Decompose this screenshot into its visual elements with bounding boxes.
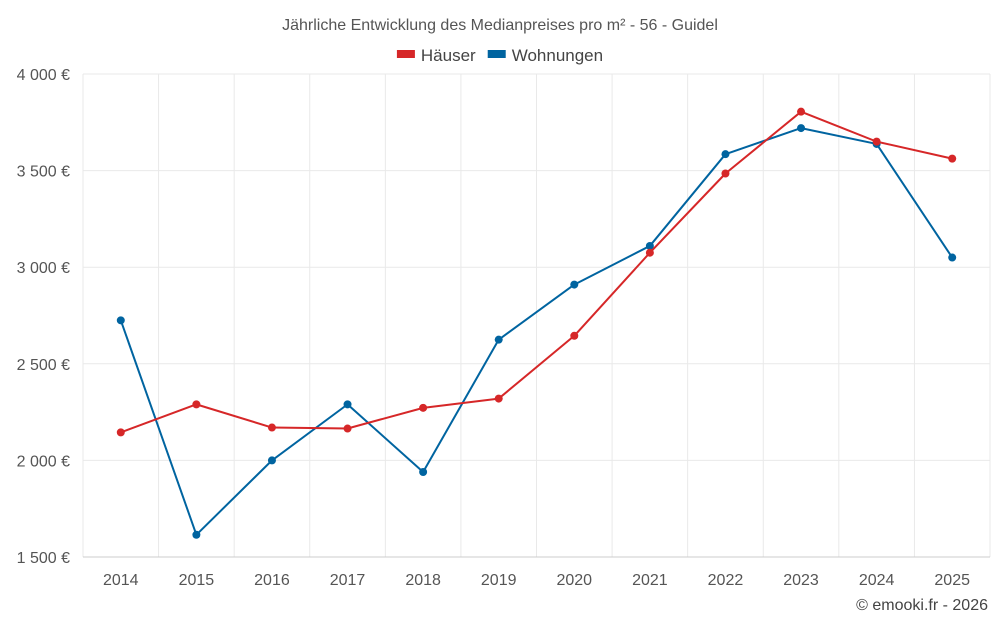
data-point[interactable] (797, 107, 806, 116)
legend-label: Wohnungen (512, 46, 603, 65)
data-point[interactable] (570, 331, 579, 340)
series-wohnungen (116, 124, 957, 539)
x-tick-label: 2023 (783, 572, 819, 589)
x-tick-label: 2024 (859, 572, 895, 589)
series-layer (116, 107, 957, 539)
y-tick-label: 3 000 € (17, 260, 70, 277)
data-point[interactable] (797, 124, 806, 133)
legend-swatch (487, 50, 506, 58)
series-häuser (116, 107, 957, 437)
data-point[interactable] (343, 400, 352, 409)
data-point[interactable] (721, 169, 730, 178)
data-point[interactable] (116, 428, 125, 437)
data-point[interactable] (192, 400, 201, 409)
chart-title: Jährliche Entwicklung des Medianpreises … (282, 17, 718, 34)
data-point[interactable] (570, 280, 579, 289)
data-point[interactable] (267, 423, 276, 432)
x-tick-label: 2014 (103, 572, 139, 589)
credit-text: © emooki.fr - 2026 (856, 597, 988, 614)
y-tick-label: 2 000 € (17, 453, 70, 470)
y-tick-label: 3 500 € (17, 164, 70, 181)
axes: 1 500 € 2 000 € 2 500 € 3 000 € 3 500 € 4 000… (17, 67, 990, 589)
data-point[interactable] (116, 316, 125, 325)
data-point[interactable] (267, 456, 276, 465)
legend-label: Häuser (421, 46, 476, 65)
grid (82, 73, 991, 557)
data-point[interactable] (872, 137, 881, 146)
x-tick-label: 2018 (405, 572, 441, 589)
legend-item-wohnungen[interactable]: Wohnungen (487, 46, 603, 65)
legend: Häuser Wohnungen (396, 46, 603, 65)
data-point[interactable] (419, 403, 428, 412)
x-tick-label: 2025 (934, 572, 970, 589)
series-line (119, 110, 954, 434)
legend-swatch (396, 50, 415, 58)
data-point[interactable] (645, 248, 654, 257)
series-line (119, 127, 954, 536)
data-point[interactable] (948, 253, 957, 262)
x-tick-label: 2015 (179, 572, 215, 589)
x-tick-label: 2019 (481, 572, 517, 589)
data-point[interactable] (494, 335, 503, 344)
y-tick-label: 4 000 € (17, 67, 70, 84)
y-tick-label: 1 500 € (17, 550, 70, 567)
legend-item-häuser[interactable]: Häuser (396, 46, 476, 65)
x-tick-label: 2021 (632, 572, 668, 589)
data-point[interactable] (721, 150, 730, 159)
data-point[interactable] (494, 394, 503, 403)
x-tick-label: 2022 (708, 572, 744, 589)
data-point[interactable] (343, 424, 352, 433)
x-tick-label: 2020 (556, 572, 592, 589)
x-tick-label: 2016 (254, 572, 290, 589)
data-point[interactable] (645, 241, 654, 250)
data-point[interactable] (948, 154, 957, 163)
data-point[interactable] (419, 467, 428, 476)
y-tick-label: 2 500 € (17, 357, 70, 374)
data-point[interactable] (192, 530, 201, 539)
x-tick-label: 2017 (330, 572, 366, 589)
